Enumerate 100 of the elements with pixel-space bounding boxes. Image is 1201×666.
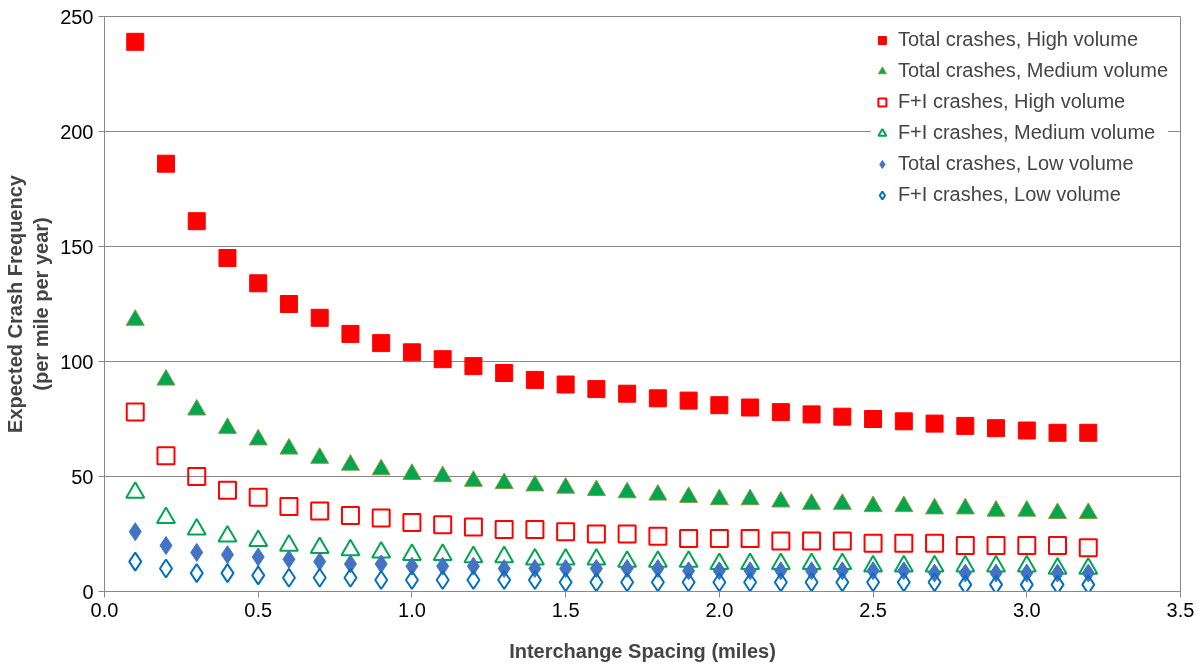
- point: [712, 572, 727, 592]
- point: [989, 574, 1004, 592]
- point: [620, 559, 634, 578]
- point: [987, 419, 1006, 438]
- point: [802, 405, 821, 424]
- point: [771, 531, 791, 551]
- point: [773, 572, 788, 592]
- point: [832, 531, 852, 551]
- point: [956, 416, 975, 435]
- point: [586, 524, 606, 544]
- point: [282, 549, 296, 569]
- point: [190, 542, 204, 562]
- point: [436, 556, 450, 576]
- point: [218, 249, 237, 267]
- point: [650, 572, 665, 592]
- legend-label: Total crashes, Medium volume: [897, 59, 1168, 82]
- point: [771, 403, 790, 422]
- x-axis-title: Interchange Spacing (miles): [509, 639, 776, 662]
- point: [281, 567, 296, 588]
- point: [681, 572, 696, 592]
- point: [466, 556, 480, 576]
- x-tick-label: 1.5: [551, 598, 580, 621]
- point: [651, 559, 665, 578]
- point: [402, 513, 422, 532]
- point: [497, 570, 512, 590]
- point: [1079, 423, 1098, 442]
- y-tick-label: 50: [71, 465, 94, 488]
- point: [556, 522, 576, 542]
- point: [374, 570, 389, 590]
- point: [833, 407, 852, 426]
- legend-label: Total crashes, High volume: [897, 28, 1138, 51]
- point: [1050, 574, 1065, 592]
- point: [866, 572, 881, 592]
- point: [894, 533, 914, 553]
- point: [156, 154, 175, 173]
- point: [1081, 574, 1096, 592]
- point: [741, 398, 760, 417]
- point: [433, 350, 452, 369]
- point: [804, 572, 819, 592]
- x-tick-label: 3.5: [1166, 598, 1195, 621]
- point: [404, 570, 419, 590]
- x-tick-label: 2.0: [705, 598, 734, 621]
- point: [279, 295, 298, 313]
- point: [648, 526, 668, 546]
- point: [495, 364, 514, 382]
- point: [466, 570, 481, 590]
- y-tick-label: 150: [60, 235, 94, 258]
- point: [710, 396, 729, 415]
- point: [251, 547, 265, 567]
- point: [433, 515, 453, 535]
- point: [374, 554, 388, 574]
- x-tick-label: 2.5: [859, 598, 887, 621]
- point: [189, 563, 204, 584]
- point: [525, 370, 544, 389]
- point: [958, 574, 973, 592]
- point: [1078, 538, 1098, 558]
- point: [217, 480, 237, 500]
- point: [310, 308, 329, 327]
- y-tick-label: 100: [60, 350, 94, 373]
- point: [1017, 536, 1037, 555]
- point: [558, 572, 573, 592]
- point: [743, 572, 758, 592]
- point: [251, 565, 266, 586]
- point: [648, 389, 667, 408]
- point: [128, 522, 142, 542]
- point: [864, 410, 883, 428]
- point: [159, 536, 173, 555]
- point: [341, 324, 360, 343]
- point: [312, 567, 327, 588]
- point: [589, 559, 603, 578]
- point: [955, 536, 975, 555]
- point: [894, 412, 913, 431]
- y-tick-label: 200: [60, 120, 94, 143]
- point: [279, 496, 299, 516]
- point: [372, 334, 391, 353]
- point: [709, 529, 729, 549]
- point: [371, 508, 391, 528]
- point: [527, 570, 542, 590]
- point: [925, 414, 944, 433]
- point: [187, 212, 206, 231]
- point: [896, 572, 911, 592]
- point: [463, 517, 483, 537]
- x-tick-label: 1.0: [398, 598, 426, 621]
- point: [220, 545, 234, 565]
- point: [248, 487, 268, 507]
- point: [402, 343, 421, 362]
- point: [679, 391, 698, 410]
- point: [927, 572, 942, 592]
- point: [525, 519, 545, 539]
- point: [313, 552, 327, 572]
- y-tick-label: 250: [60, 5, 94, 28]
- point: [249, 274, 268, 293]
- x-tick-label: 3.0: [1012, 598, 1041, 621]
- point: [925, 533, 945, 553]
- point: [310, 501, 330, 521]
- point: [126, 32, 145, 51]
- point: [587, 380, 606, 399]
- point: [1019, 574, 1034, 592]
- point: [1017, 421, 1036, 440]
- point: [158, 558, 173, 579]
